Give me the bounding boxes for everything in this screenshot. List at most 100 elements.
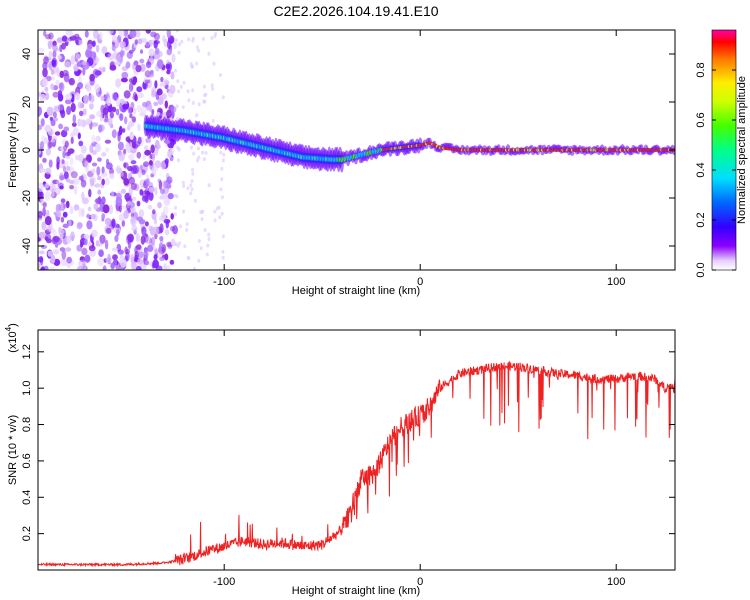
spectrogram-noise-blob <box>204 150 208 155</box>
spectrogram-noise-blob <box>44 124 51 132</box>
spectrogram-noise-blob <box>97 36 103 44</box>
spectrogram-noise-blob <box>128 153 135 161</box>
spectrogram-noise-blob <box>169 259 175 265</box>
spectrogram-noise-blob <box>175 30 179 33</box>
spectrogram-noise-blob <box>45 33 52 40</box>
spectrogram-noise-blob <box>95 143 101 153</box>
spectrogram-noise-blob <box>78 140 84 147</box>
spectrogram-noise-blob <box>202 157 206 162</box>
spectrogram-noise-blob <box>98 249 104 257</box>
spectrogram-noise-blob <box>59 175 65 181</box>
spectrogram-noise-blob <box>123 30 129 37</box>
spectrogram-noise-blob <box>55 79 60 86</box>
spectrogram-noise-blob <box>127 200 132 206</box>
spectrogram-noise-blob <box>61 42 66 50</box>
spectrogram-noise-blob <box>101 46 108 55</box>
spectrogram-noise-blob <box>45 167 52 175</box>
spectrogram-noise-blob <box>136 200 141 207</box>
spectrogram-noise-blob <box>45 226 52 232</box>
spectrogram-noise-blob <box>59 44 63 53</box>
spectrogram-noise-blob <box>170 106 177 113</box>
spectrogram-noise-blob <box>40 197 44 203</box>
spectrogram-noise-blob <box>122 103 130 110</box>
spectrogram-noise-blob <box>130 165 138 175</box>
spectrogram-noise-blob <box>63 203 67 209</box>
spectrogram-noise-blob <box>191 88 195 93</box>
spectrogram-noise-blob <box>152 209 156 215</box>
spectrogram-noise-blob <box>128 82 134 92</box>
spectrogram-noise-blob <box>123 210 129 220</box>
spectrogram-noise-blob <box>47 40 54 48</box>
spectrogram-noise-blob <box>174 38 178 43</box>
spectrogram-noise-blob <box>125 61 131 69</box>
spectrogram-noise-blob <box>91 134 95 144</box>
spectrogram-noise-blob <box>185 222 189 227</box>
spectrogram-noise-blob <box>86 220 93 230</box>
spectrogram-noise-blob <box>70 102 76 113</box>
spectrogram-noise-blob <box>84 254 91 263</box>
spectrogram-noise-blob <box>59 247 65 252</box>
spectrogram-noise-blob <box>137 258 143 265</box>
spectrogram-noise-blob <box>160 76 164 83</box>
spectrogram-noise-blob <box>134 30 141 38</box>
spectrogram-noise-blob <box>57 182 64 188</box>
snr-ylabel: SNR (10 * v/v) <box>7 415 19 485</box>
spectrogram-noise-blob <box>66 151 71 156</box>
spectrogram-noise-blob <box>88 188 92 198</box>
spectrogram-noise-blob <box>60 109 66 119</box>
spectrogram-noise-blob <box>61 159 65 165</box>
spectrogram-noise-blob <box>129 131 134 140</box>
spectrogram-noise-blob <box>38 231 46 239</box>
spectrogram-noise-blob <box>220 195 224 200</box>
spectrogram-noise-blob <box>97 258 104 266</box>
spectrogram-noise-blob <box>52 111 57 119</box>
spectrogram-noise-blob <box>193 198 197 203</box>
spectrogram-noise-blob <box>119 102 123 112</box>
spectrogram-panel: -100 0 100 -40 -20 0 20 40 Height of straight l… <box>7 29 676 297</box>
spectrogram-noise-blob <box>130 102 135 109</box>
spectrogram-noise-blob <box>63 126 70 132</box>
spectrogram-noise-blob <box>128 176 135 185</box>
spectrogram-noise-blob <box>124 246 128 255</box>
colorbar-tick-label: 0.6 <box>695 112 707 127</box>
spectrogram-noise-blob <box>61 35 68 42</box>
spectrogram-noise-blob <box>128 146 134 151</box>
spectrogram-noise-blob <box>136 86 143 93</box>
spectrogram-noise-blob <box>99 234 106 244</box>
spectrogram-noise-blob <box>55 203 62 213</box>
spectrogram-noise-blob <box>119 50 124 58</box>
spectrogram-noise-blob <box>153 40 158 49</box>
spectrogram-noise-blob <box>212 61 216 66</box>
spectrogram-noise-blob <box>186 186 190 191</box>
spectrogram-noise-blob <box>137 123 141 132</box>
spectrogram-noise-blob <box>135 244 142 251</box>
spectrogram-noise-blob <box>39 250 45 255</box>
spectrogram-noise-blob <box>153 101 159 107</box>
spectrogram-noise-blob <box>137 136 142 145</box>
spectrogram-noise-blob <box>106 30 114 35</box>
spectrogram-noise-blob <box>144 260 149 266</box>
spectrogram-noise-blob <box>66 106 72 115</box>
spectrogram-noise-blob <box>134 94 138 102</box>
spectrogram-noise-blob <box>173 193 177 198</box>
spectrogram-noise-blob <box>121 71 129 79</box>
spectrogram-noise-blob <box>104 217 111 226</box>
spectrogram-noise-blob <box>160 160 166 170</box>
spectrogram-noise-blob <box>138 209 145 218</box>
spectrogram-noise-blob <box>121 128 126 133</box>
spectrogram-noise-blob <box>95 44 100 53</box>
spectrogram-noise-blob <box>38 262 41 269</box>
spectrogram-noise-blob <box>120 171 124 177</box>
spectrogram-noise-blob <box>151 166 157 175</box>
spectrogram-noise-blob <box>145 30 151 34</box>
spectrogram-noise-blob <box>81 60 87 66</box>
spectrogram-noise-blob <box>137 38 143 45</box>
spectrogram-noise-blob <box>95 197 103 205</box>
spectrogram-noise-blob <box>116 228 120 237</box>
spectrogram-noise-blob <box>109 111 115 119</box>
spectrogram-noise-blob <box>189 183 193 188</box>
spectrogram-noise-blob <box>78 119 83 127</box>
spectrogram-noise-blob <box>113 258 117 268</box>
spectrogram-noise-blob <box>77 132 81 140</box>
spectrogram-noise-blob <box>135 64 142 73</box>
